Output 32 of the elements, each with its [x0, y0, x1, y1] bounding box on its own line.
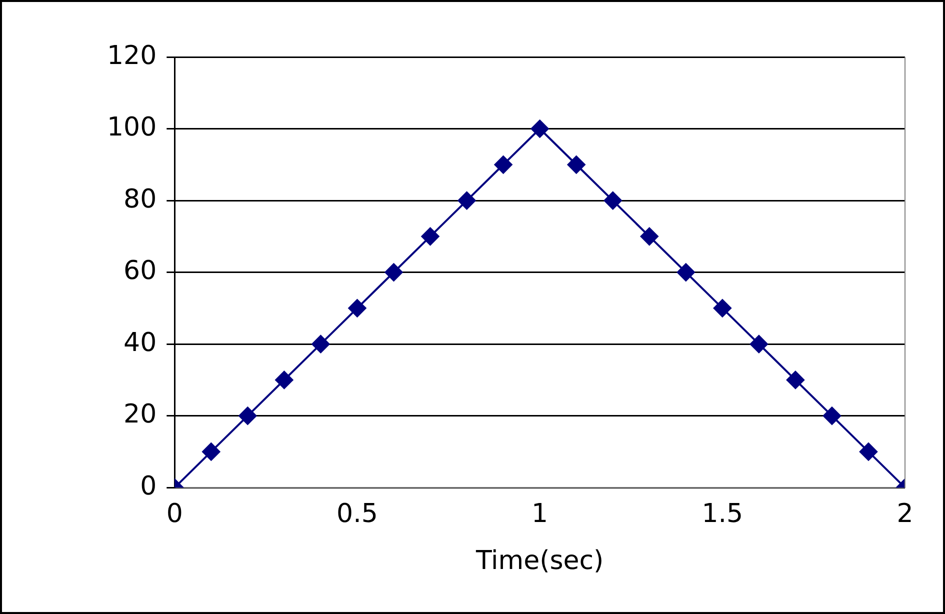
y-tick-label: 120 [106, 40, 157, 71]
y-tick-label: 60 [124, 256, 157, 286]
y-tick-label: 20 [124, 400, 157, 430]
point [458, 192, 476, 210]
point [822, 406, 841, 425]
point [676, 263, 695, 282]
y-tick-label: 80 [124, 184, 157, 214]
x-tick-label: 0.5 [336, 498, 378, 529]
point [384, 263, 403, 282]
x-tick-label: 1.5 [702, 498, 744, 529]
y-tick-label: 100 [106, 112, 157, 143]
point [567, 156, 586, 174]
point [348, 299, 366, 318]
point [494, 156, 512, 174]
point [786, 370, 804, 389]
point [238, 406, 257, 425]
point [421, 227, 440, 246]
x-tick-label: 2 [896, 498, 914, 529]
x-tick-label: 0 [166, 498, 183, 529]
point [859, 442, 878, 461]
point [530, 120, 549, 138]
point [640, 227, 658, 246]
x-tick-label: 1 [532, 498, 548, 529]
y-tick-label: 0 [140, 471, 157, 502]
point [202, 442, 220, 461]
x-axis-title: Time(sec) [474, 546, 604, 576]
point [275, 370, 294, 389]
y-tick-label: 40 [124, 328, 157, 358]
point [312, 335, 330, 354]
point [604, 192, 622, 210]
point [713, 299, 732, 318]
point [750, 335, 768, 354]
